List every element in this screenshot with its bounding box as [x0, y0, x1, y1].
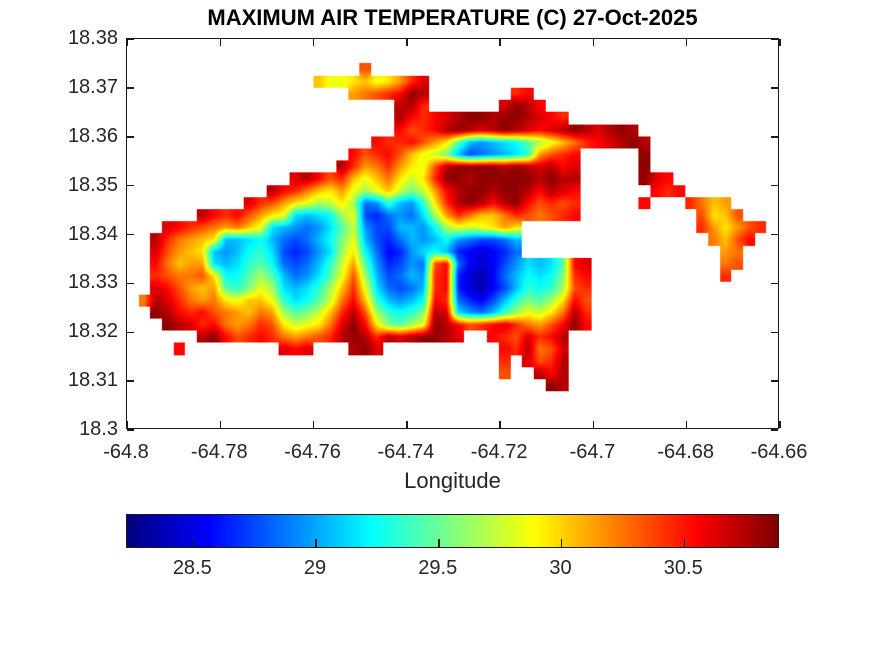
y-tick-mark	[127, 380, 134, 382]
temperature-heatmap-canvas	[127, 39, 778, 428]
y-tick-mark	[771, 380, 778, 382]
colorbar-tick-label: 28.5	[172, 557, 212, 579]
x-tick-mark	[499, 39, 501, 46]
x-tick-mark	[499, 421, 501, 428]
colorbar-tick-mark	[315, 539, 317, 547]
y-tick-mark	[127, 136, 134, 138]
x-tick-label: -64.76	[284, 441, 341, 463]
y-tick-mark	[771, 87, 778, 89]
y-tick-label: 18.38	[67, 27, 118, 49]
x-tick-mark	[592, 39, 595, 46]
map-axes	[126, 38, 781, 431]
y-tick-mark	[127, 331, 134, 333]
y-tick-mark	[771, 429, 778, 431]
colorbar-tick-label: 29	[303, 557, 327, 579]
x-tick-label: -64.7	[569, 441, 616, 463]
y-tick-mark	[771, 184, 778, 187]
y-tick-mark	[771, 233, 778, 236]
x-tick-mark	[219, 421, 222, 428]
x-tick-label: -64.72	[470, 441, 528, 463]
y-tick-mark	[127, 87, 134, 89]
y-tick-label: 18.31	[67, 369, 118, 392]
colorbar-tick-label: 29.5	[418, 557, 458, 579]
x-tick-mark	[126, 39, 128, 46]
colorbar-tick-label: 30	[549, 557, 572, 579]
x-tick-mark	[312, 39, 315, 46]
x-tick-mark	[592, 421, 595, 428]
colorbar-tick-mark	[438, 539, 440, 547]
x-tick-mark	[126, 421, 128, 428]
y-tick-mark	[127, 282, 134, 285]
x-tick-mark	[406, 39, 408, 46]
y-tick-mark	[771, 331, 778, 333]
y-tick-mark	[127, 429, 134, 431]
colorbar-tick-mark	[683, 539, 685, 547]
y-tick-label: 18.3	[79, 418, 118, 440]
x-tick-mark	[312, 421, 315, 428]
x-tick-label: -64.78	[190, 441, 248, 463]
y-tick-mark	[127, 184, 134, 187]
y-tick-mark	[771, 136, 778, 138]
y-tick-mark	[771, 282, 778, 285]
y-tick-mark	[127, 233, 134, 236]
x-tick-mark	[779, 421, 781, 428]
x-tick-mark	[219, 39, 222, 46]
y-tick-label: 18.33	[67, 271, 118, 294]
y-tick-label: 18.35	[67, 173, 118, 196]
colorbar	[126, 514, 779, 548]
colorbar-tick-label: 30.5	[663, 557, 703, 579]
x-tick-mark	[406, 421, 408, 428]
x-tick-mark	[685, 39, 688, 46]
colorbar-tick-mark	[192, 539, 195, 547]
x-tick-mark	[685, 421, 688, 428]
colorbar-canvas	[127, 515, 778, 547]
x-axis-label: Longitude	[404, 468, 501, 493]
plot-title: MAXIMUM AIR TEMPERATURE (C) 27-Oct-2025	[207, 5, 698, 30]
y-tick-label: 18.37	[67, 75, 118, 98]
x-tick-label: -64.68	[657, 441, 715, 463]
y-tick-mark	[771, 38, 778, 40]
x-tick-label: -64.74	[377, 441, 435, 463]
x-tick-mark	[779, 39, 781, 46]
y-tick-label: 18.34	[67, 222, 118, 245]
x-tick-label: -64.8	[103, 441, 149, 463]
colorbar-tick-mark	[560, 539, 563, 547]
y-tick-label: 18.36	[67, 124, 118, 147]
y-tick-mark	[127, 38, 134, 40]
x-tick-label: -64.66	[750, 441, 808, 463]
y-tick-label: 18.32	[67, 320, 118, 343]
